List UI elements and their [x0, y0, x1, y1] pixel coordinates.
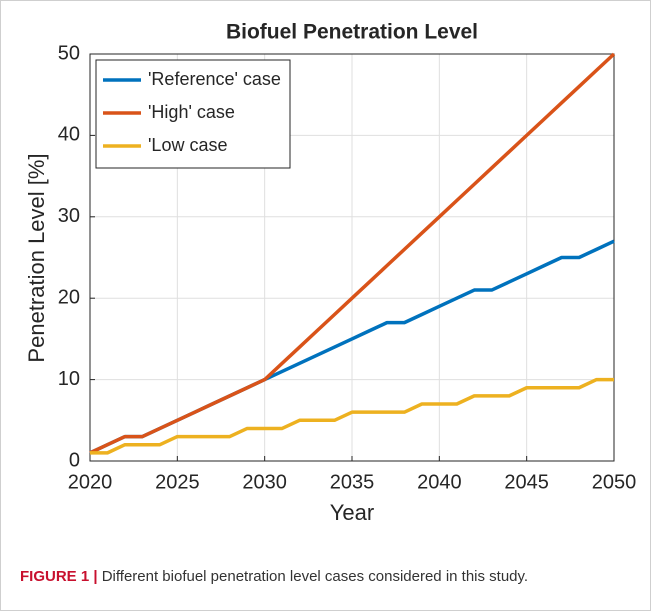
legend-label: 'Low case — [148, 135, 227, 155]
x-axis-label: Year — [330, 500, 374, 525]
y-tick-label: 40 — [58, 124, 80, 146]
plot-border — [89, 53, 615, 462]
x-tick-label: 2020 — [68, 471, 113, 493]
x-tick-label: 2045 — [504, 471, 549, 493]
y-tick-label: 50 — [58, 42, 80, 64]
data-line — [89, 52, 616, 455]
data-line — [90, 377, 614, 455]
caption-label: FIGURE 1 | — [20, 568, 98, 585]
legend-label: 'Reference' case — [148, 69, 281, 89]
x-tick-label: 2050 — [592, 471, 637, 493]
y-tick-label: 10 — [58, 368, 80, 390]
legend-box — [95, 59, 291, 169]
y-tick-label: 20 — [58, 286, 80, 308]
y-tick-label: 0 — [69, 449, 80, 471]
chart: Biofuel Penetration Level Year Penetrati… — [24, 21, 637, 525]
x-tick-label: 2035 — [330, 471, 375, 493]
caption-text: Different biofuel penetration level case… — [101, 568, 529, 585]
x-tick-label: 2030 — [242, 471, 287, 493]
legend-label: 'High' case — [148, 102, 235, 122]
y-tick-label: 30 — [58, 205, 80, 227]
y-axis-label: Penetration Level [%] — [24, 153, 49, 362]
chart-title: Biofuel Penetration Level — [226, 21, 478, 44]
x-tick-label: 2025 — [155, 471, 200, 493]
caption: FIGURE 1 | Different biofuel penetration… — [20, 566, 620, 588]
x-tick-label: 2040 — [417, 471, 462, 493]
